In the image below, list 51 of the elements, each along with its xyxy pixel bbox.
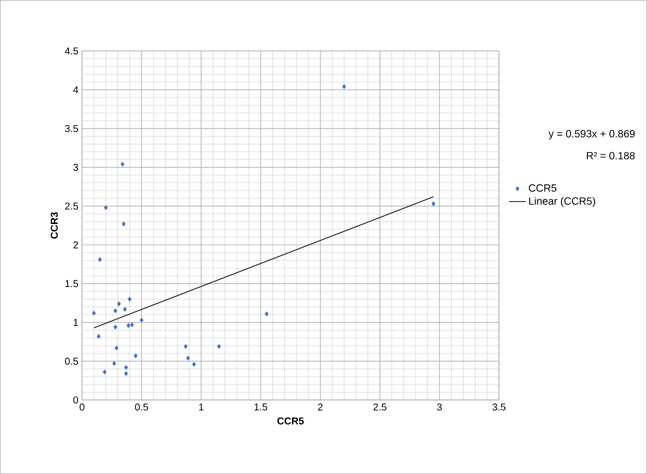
x-tick-label: 0 bbox=[80, 404, 84, 411]
x-tick-label: 1.5 bbox=[254, 404, 268, 410]
y-tick-label: 1 bbox=[74, 318, 78, 326]
point bbox=[96, 334, 101, 339]
point bbox=[264, 311, 269, 316]
y-tick-label: 2 bbox=[73, 241, 78, 248]
y-tick-label: 4 bbox=[73, 86, 78, 94]
point bbox=[122, 306, 127, 312]
point bbox=[104, 205, 108, 210]
point bbox=[124, 364, 128, 370]
y-axis-title: CCR3 bbox=[50, 212, 58, 239]
x-tick-label: 3.5 bbox=[492, 404, 506, 411]
point bbox=[432, 201, 436, 206]
legend-label: Linear (CCR5) bbox=[529, 197, 596, 207]
point bbox=[217, 344, 221, 349]
point bbox=[113, 324, 118, 330]
point bbox=[342, 84, 346, 90]
point bbox=[112, 361, 116, 366]
y-tick-label: 2.5 bbox=[65, 202, 78, 210]
point bbox=[120, 162, 124, 167]
x-tick-label: 3 bbox=[437, 404, 442, 411]
point bbox=[113, 308, 118, 314]
point bbox=[114, 346, 118, 351]
point bbox=[122, 221, 126, 226]
y-tick-label: 0 bbox=[73, 396, 78, 404]
point bbox=[192, 362, 196, 367]
point bbox=[126, 323, 130, 328]
point bbox=[124, 371, 128, 376]
y-tick-label: 0.5 bbox=[65, 358, 78, 365]
point bbox=[186, 356, 190, 361]
point bbox=[128, 296, 132, 302]
point bbox=[98, 257, 102, 262]
x-tick-label: 2 bbox=[318, 404, 323, 410]
point bbox=[130, 322, 134, 328]
text: R² = 0.188 bbox=[586, 152, 635, 160]
x-axis-title: CCR5 bbox=[277, 417, 304, 424]
point bbox=[140, 318, 144, 323]
x-tick-label: 1 bbox=[199, 404, 204, 410]
x-tick-label: 2.5 bbox=[373, 404, 386, 411]
y-tick-label: 1.5 bbox=[65, 280, 78, 288]
y-tick-label: 3.5 bbox=[65, 125, 78, 132]
text: y = 0.593x + 0.869 bbox=[548, 130, 635, 140]
y-tick-label: 3 bbox=[73, 164, 78, 171]
point bbox=[184, 344, 188, 349]
point bbox=[134, 353, 138, 358]
point bbox=[92, 310, 96, 316]
x-tick-label: 0.5 bbox=[135, 404, 148, 411]
point bbox=[117, 301, 121, 306]
point bbox=[102, 370, 107, 375]
y-tick-label: 4.5 bbox=[64, 48, 78, 54]
legend-label: CCR5 bbox=[528, 184, 556, 192]
